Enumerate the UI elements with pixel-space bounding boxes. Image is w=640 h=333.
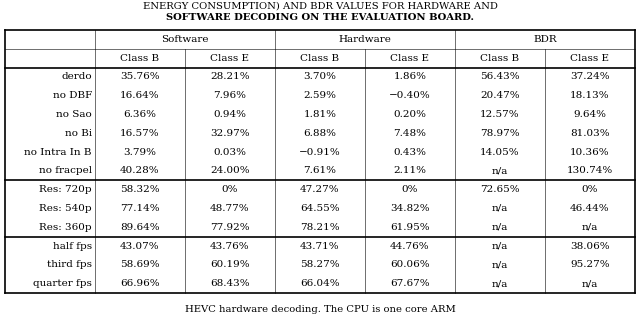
Text: n/a: n/a xyxy=(492,223,508,232)
Text: 0.43%: 0.43% xyxy=(394,148,426,157)
Text: 1.81%: 1.81% xyxy=(303,110,337,119)
Text: 28.21%: 28.21% xyxy=(210,73,250,82)
Text: 7.96%: 7.96% xyxy=(214,91,246,100)
Text: 66.96%: 66.96% xyxy=(120,279,160,288)
Text: 7.48%: 7.48% xyxy=(394,129,426,138)
Text: ENERGY CONSUMPTION) AND BDR VALUES FOR HARDWARE AND: ENERGY CONSUMPTION) AND BDR VALUES FOR H… xyxy=(143,2,497,11)
Text: 1.86%: 1.86% xyxy=(394,73,426,82)
Text: 67.67%: 67.67% xyxy=(390,279,430,288)
Text: Res: 720p: Res: 720p xyxy=(40,185,92,194)
Text: n/a: n/a xyxy=(582,279,598,288)
Text: n/a: n/a xyxy=(492,204,508,213)
Text: n/a: n/a xyxy=(582,223,598,232)
Text: 10.36%: 10.36% xyxy=(570,148,610,157)
Text: Res: 360p: Res: 360p xyxy=(40,223,92,232)
Text: 0%: 0% xyxy=(402,185,419,194)
Text: 16.64%: 16.64% xyxy=(120,91,160,100)
Text: 34.82%: 34.82% xyxy=(390,204,430,213)
Text: 61.95%: 61.95% xyxy=(390,223,430,232)
Text: 0.94%: 0.94% xyxy=(214,110,246,119)
Text: 12.57%: 12.57% xyxy=(480,110,520,119)
Text: 68.43%: 68.43% xyxy=(210,279,250,288)
Text: 60.06%: 60.06% xyxy=(390,260,430,269)
Text: Class B: Class B xyxy=(120,54,159,63)
Text: Software: Software xyxy=(161,35,209,44)
Text: derdo: derdo xyxy=(61,73,92,82)
Text: 18.13%: 18.13% xyxy=(570,91,610,100)
Text: 77.92%: 77.92% xyxy=(210,223,250,232)
Text: HEVC hardware decoding. The CPU is one core ARM: HEVC hardware decoding. The CPU is one c… xyxy=(184,305,456,314)
Text: 0.20%: 0.20% xyxy=(394,110,426,119)
Text: 46.44%: 46.44% xyxy=(570,204,610,213)
Text: n/a: n/a xyxy=(492,166,508,175)
Text: −0.40%: −0.40% xyxy=(389,91,431,100)
Text: 14.05%: 14.05% xyxy=(480,148,520,157)
Text: n/a: n/a xyxy=(492,279,508,288)
Text: n/a: n/a xyxy=(492,241,508,250)
Text: 7.61%: 7.61% xyxy=(303,166,337,175)
Text: Class B: Class B xyxy=(481,54,520,63)
Text: 37.24%: 37.24% xyxy=(570,73,610,82)
Text: 58.27%: 58.27% xyxy=(300,260,340,269)
Text: 47.27%: 47.27% xyxy=(300,185,340,194)
Text: 81.03%: 81.03% xyxy=(570,129,610,138)
Text: 0%: 0% xyxy=(221,185,238,194)
Text: 0.03%: 0.03% xyxy=(214,148,246,157)
Text: third fps: third fps xyxy=(47,260,92,269)
Text: half fps: half fps xyxy=(53,241,92,250)
Text: 78.21%: 78.21% xyxy=(300,223,340,232)
Text: Class E: Class E xyxy=(390,54,429,63)
Text: Class E: Class E xyxy=(570,54,609,63)
Text: 24.00%: 24.00% xyxy=(210,166,250,175)
Text: Class B: Class B xyxy=(300,54,340,63)
Text: 2.59%: 2.59% xyxy=(303,91,337,100)
Text: 3.79%: 3.79% xyxy=(124,148,157,157)
Text: no Sao: no Sao xyxy=(56,110,92,119)
Text: BDR: BDR xyxy=(533,35,557,44)
Text: 95.27%: 95.27% xyxy=(570,260,610,269)
Text: 20.47%: 20.47% xyxy=(480,91,520,100)
Text: 64.55%: 64.55% xyxy=(300,204,340,213)
Text: 58.32%: 58.32% xyxy=(120,185,160,194)
Text: 56.43%: 56.43% xyxy=(480,73,520,82)
Text: no Bi: no Bi xyxy=(65,129,92,138)
Text: Hardware: Hardware xyxy=(339,35,392,44)
Text: 35.76%: 35.76% xyxy=(120,73,160,82)
Text: 2.11%: 2.11% xyxy=(394,166,426,175)
Text: 32.97%: 32.97% xyxy=(210,129,250,138)
Text: 43.71%: 43.71% xyxy=(300,241,340,250)
Text: 66.04%: 66.04% xyxy=(300,279,340,288)
Text: 9.64%: 9.64% xyxy=(573,110,607,119)
Text: quarter fps: quarter fps xyxy=(33,279,92,288)
Text: 0%: 0% xyxy=(582,185,598,194)
Text: 48.77%: 48.77% xyxy=(210,204,250,213)
Text: 43.07%: 43.07% xyxy=(120,241,160,250)
Text: 40.28%: 40.28% xyxy=(120,166,160,175)
Text: 77.14%: 77.14% xyxy=(120,204,160,213)
Text: 89.64%: 89.64% xyxy=(120,223,160,232)
Text: 38.06%: 38.06% xyxy=(570,241,610,250)
Text: Res: 540p: Res: 540p xyxy=(40,204,92,213)
Text: 72.65%: 72.65% xyxy=(480,185,520,194)
Text: 58.69%: 58.69% xyxy=(120,260,160,269)
Text: no Intra In B: no Intra In B xyxy=(24,148,92,157)
Text: 3.70%: 3.70% xyxy=(303,73,337,82)
Text: SOFTWARE DECODING ON THE EVALUATION BOARD.: SOFTWARE DECODING ON THE EVALUATION BOAR… xyxy=(166,14,474,23)
Text: Class E: Class E xyxy=(211,54,250,63)
Text: 60.19%: 60.19% xyxy=(210,260,250,269)
Text: 16.57%: 16.57% xyxy=(120,129,160,138)
Text: n/a: n/a xyxy=(492,260,508,269)
Text: 43.76%: 43.76% xyxy=(210,241,250,250)
Text: −0.91%: −0.91% xyxy=(299,148,341,157)
Text: no DBF: no DBF xyxy=(52,91,92,100)
Text: 130.74%: 130.74% xyxy=(567,166,613,175)
Text: 44.76%: 44.76% xyxy=(390,241,430,250)
Text: 6.88%: 6.88% xyxy=(303,129,337,138)
Text: 78.97%: 78.97% xyxy=(480,129,520,138)
Text: 6.36%: 6.36% xyxy=(124,110,157,119)
Text: no fracpel: no fracpel xyxy=(39,166,92,175)
